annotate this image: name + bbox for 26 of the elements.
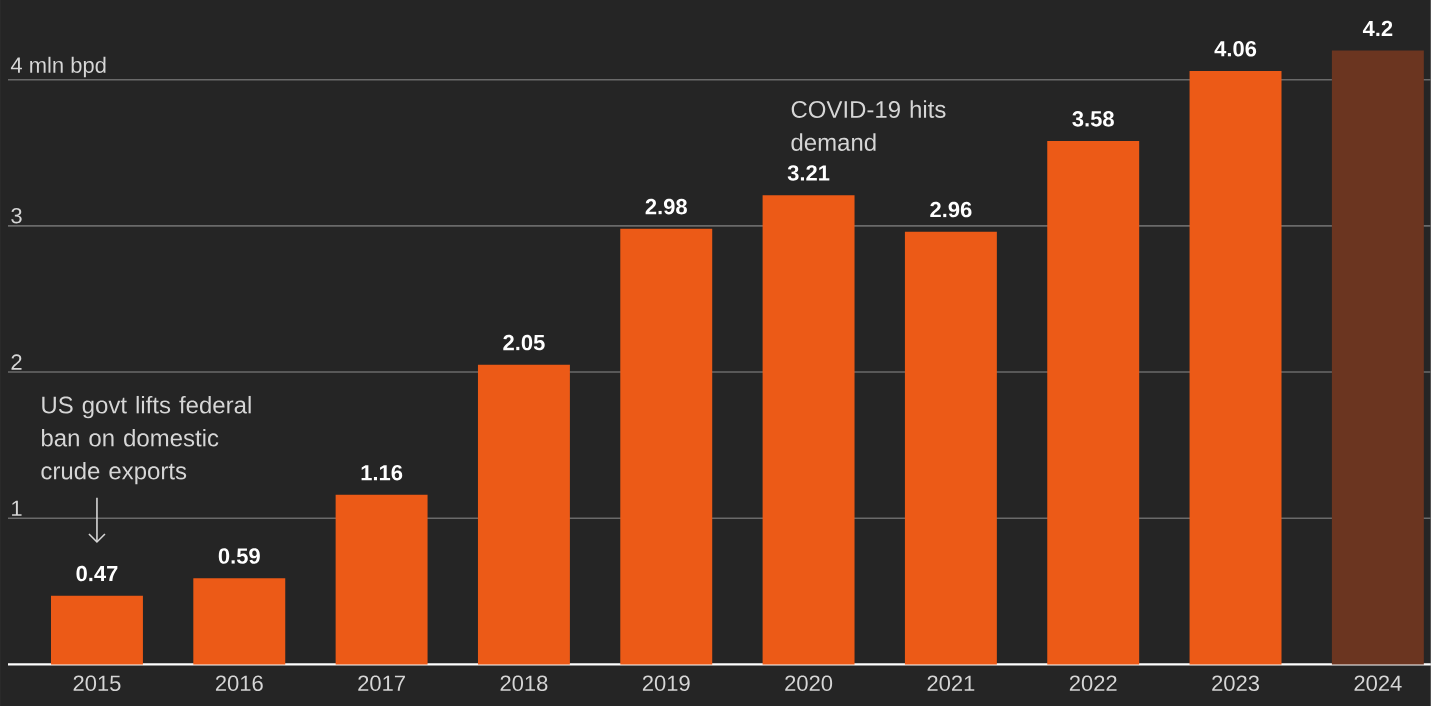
x-tick-label: 2016: [215, 675, 263, 691]
x-tick-label: 2020: [785, 675, 833, 691]
data-label: 3.58: [1072, 110, 1114, 127]
y-tick-label: 3: [11, 207, 22, 224]
x-tick-label: 2017: [358, 675, 405, 691]
annotation: US govt lifts federal ban on domestic crude exports: [41, 395, 251, 485]
data-label: 2.05: [503, 334, 545, 351]
annotation: COVID-19 hits demand: [791, 100, 946, 151]
data-label: 0.59: [218, 548, 260, 564]
x-tick-label: 2021: [927, 675, 975, 691]
data-label: 3.21: [787, 165, 830, 181]
x-tick-label: 2019: [642, 675, 690, 691]
x-tick-label: 2024: [1354, 675, 1402, 691]
x-tick-label: 2022: [1069, 675, 1117, 691]
data-label: 2.96: [930, 201, 972, 218]
data-label: 4.06: [1214, 40, 1257, 57]
data-label: 2.98: [645, 198, 687, 215]
data-label: 0.47: [76, 565, 118, 582]
data-label: 4.2: [1362, 20, 1393, 36]
y-tick-label: 1: [12, 500, 22, 516]
data-label: 1.16: [361, 464, 403, 481]
x-tick-label: 2023: [1212, 675, 1259, 691]
y-tick-label: 4 mln bpd: [10, 56, 106, 78]
x-tick-label: 2018: [500, 675, 548, 691]
x-tick-label: 2015: [73, 675, 121, 691]
y-tick-label: 2: [11, 354, 22, 370]
